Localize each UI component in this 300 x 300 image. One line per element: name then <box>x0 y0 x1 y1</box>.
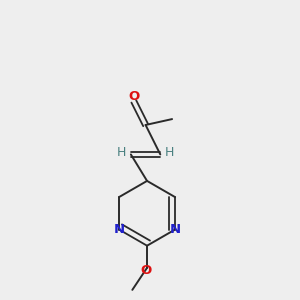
Text: O: O <box>140 264 151 277</box>
Text: N: N <box>169 223 181 236</box>
Text: O: O <box>128 91 140 103</box>
Text: H: H <box>165 146 174 159</box>
Text: N: N <box>113 223 124 236</box>
Text: H: H <box>117 146 126 159</box>
